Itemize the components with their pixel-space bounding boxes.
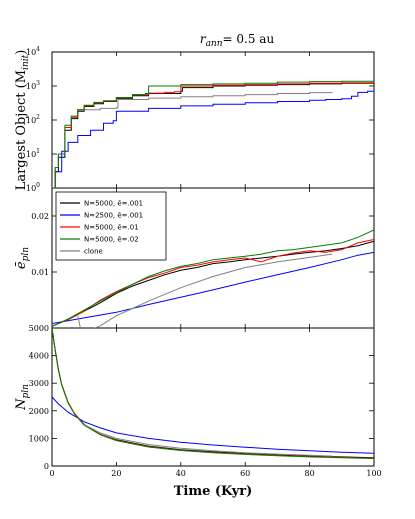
x-tick-label: 0 [49, 469, 54, 478]
y-tick-exponent: 3 [36, 80, 40, 87]
series-line [52, 229, 374, 327]
panel-largest-frame [51, 51, 375, 189]
y-tick-label: 100 [26, 182, 40, 193]
legend-label: N=5000, ē=.01 [84, 224, 139, 232]
ylabel-npln: Npln [14, 384, 31, 411]
ylabel-npln-sub: pln [21, 384, 31, 399]
series-line [52, 396, 374, 454]
series-line [52, 82, 374, 188]
y-tick-exponent: 2 [36, 114, 40, 121]
y-tick-exponent: 0 [36, 182, 40, 189]
y-tick-label: 0.01 [31, 268, 49, 277]
series-line [83, 424, 333, 457]
legend-items: N=5000, ē=.001 N=2500, ē=.001 N=5000, ē=.0… [60, 200, 143, 256]
title-subscript: ann [206, 39, 223, 49]
y-tick-label: 4000 [29, 352, 49, 361]
x-tick-label: 100 [366, 469, 381, 478]
y-tick-label: 2000 [29, 407, 49, 416]
legend: N=5000, ē=.001 N=2500, ē=.001 N=5000, ē=.0… [55, 191, 167, 261]
series-line [52, 239, 374, 327]
y-tick-label: 3000 [29, 379, 49, 388]
title-value: = 0.5 au [223, 32, 275, 46]
y-tick-label: 103 [26, 80, 40, 91]
panel-ecc-series [52, 229, 374, 328]
y-tick-base: 10 [26, 184, 36, 193]
y-tick-base: 10 [26, 150, 36, 159]
legend-label: N=5000, ē=.02 [84, 236, 139, 244]
y-tick-label: 5000 [29, 324, 49, 333]
y-tick-label: 102 [26, 114, 40, 125]
y-tick-label: 1000 [29, 434, 49, 443]
x-axis-label: Time (Kyr) [174, 484, 253, 499]
panel-npln-series [52, 328, 374, 459]
series-line [52, 328, 374, 459]
x-tick-label: 20 [111, 469, 121, 478]
ylabel-largest-sub: init [21, 54, 31, 70]
panel-largest-series [52, 80, 374, 188]
x-tick-label: 40 [176, 469, 186, 478]
y-tick-exponent: 1 [36, 148, 40, 155]
y-tick-label: 0.02 [31, 212, 49, 221]
series-line [52, 82, 374, 188]
series-line [52, 328, 374, 459]
legend-label: N=2500, ē=.001 [84, 212, 143, 220]
ylabel-ecc-sub: pln [21, 247, 31, 262]
series-line [84, 92, 333, 111]
y-tick-base: 10 [26, 48, 36, 57]
series-line [52, 328, 374, 459]
ylabel-npln-main: N [14, 398, 29, 411]
x-tick-label: 60 [240, 469, 250, 478]
y-tick-base: 10 [26, 116, 36, 125]
legend-label: N=5000, ē=.001 [84, 200, 143, 208]
series-layer [52, 80, 374, 459]
x-tick-label: 80 [305, 469, 315, 478]
y-tick-label: 0 [44, 462, 49, 471]
y-tick-label: 104 [26, 46, 40, 57]
series-line [52, 90, 374, 188]
series-line [52, 251, 374, 324]
ylabel-largest-tail: ) [14, 50, 29, 55]
ylabel-ecc: ēpln [14, 247, 31, 269]
title-prefix: r [200, 32, 207, 46]
series-line [77, 253, 333, 328]
ticks-layer: 0 20 40 60 80 1001001011021031040.010.0201000… [26, 46, 382, 478]
series-line [52, 80, 374, 188]
ylabel-ecc-main: ē [14, 261, 29, 269]
legend-label: clone [84, 248, 103, 256]
y-tick-label: 101 [26, 148, 40, 159]
y-tick-base: 10 [26, 82, 36, 91]
series-line [52, 240, 374, 327]
chart-title: rann= 0.5 au [200, 32, 275, 49]
y-tick-exponent: 4 [36, 46, 40, 53]
ylabel-largest-main: Largest Object (M [14, 70, 29, 190]
ylabel-largest: Largest Object (Minit) [14, 50, 31, 191]
